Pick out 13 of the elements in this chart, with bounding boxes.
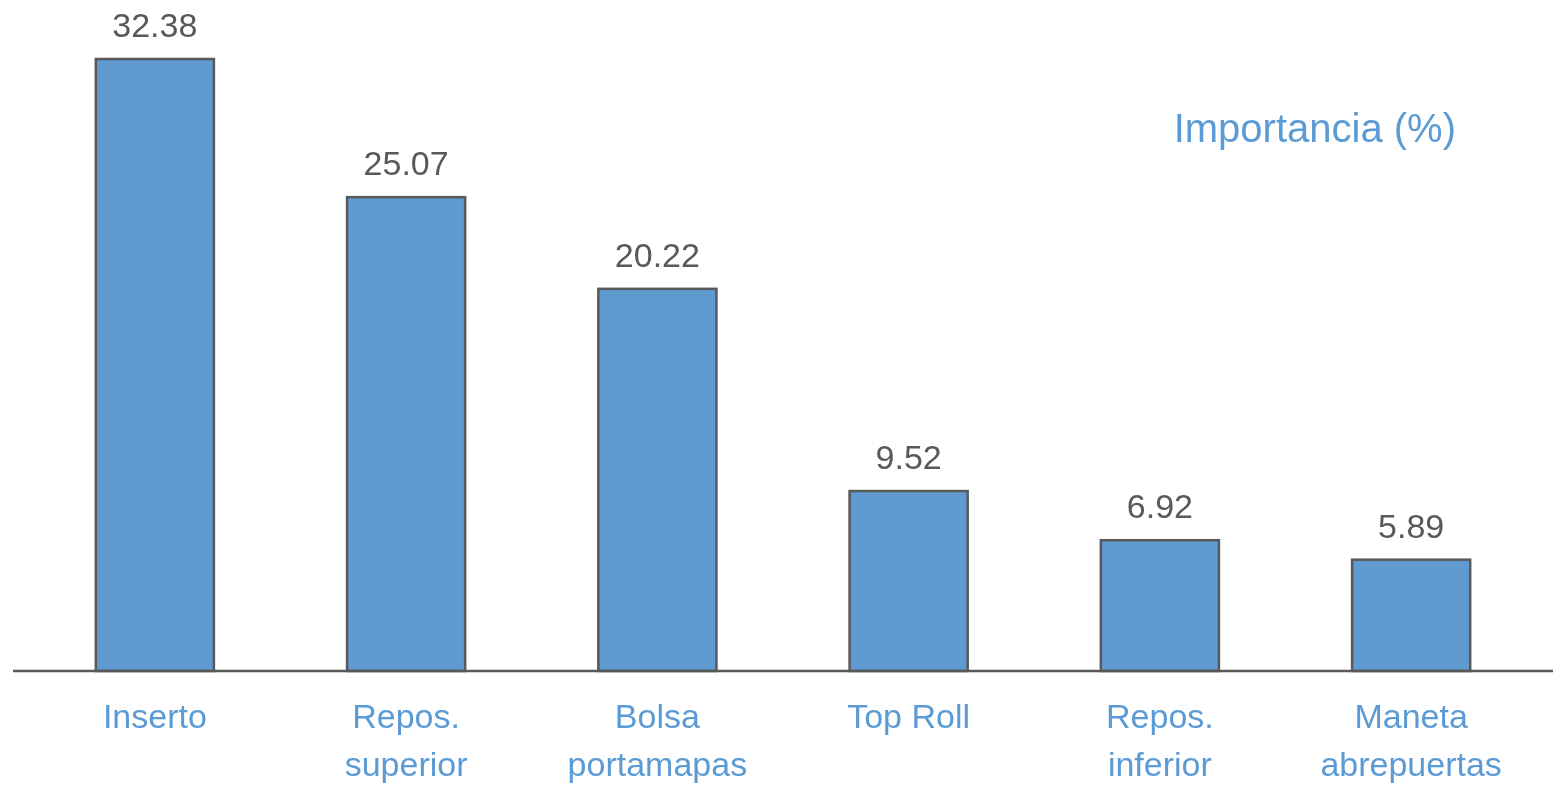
data-label: 32.38: [112, 6, 198, 44]
data-label: 25.07: [363, 144, 449, 183]
text: Importancia (%): [1173, 106, 1456, 150]
data-label: 9.52: [875, 438, 942, 477]
x-tick-label: Top Roll: [847, 697, 971, 735]
x-tick-label: Maneta abrepuertas: [1320, 697, 1502, 783]
data-label: 6.92: [1126, 487, 1193, 526]
x-tick-label: Repos. inferior: [1106, 697, 1214, 783]
x-tick-label: Inserto: [102, 697, 207, 735]
x-tick-label: Repos. superior: [344, 697, 468, 783]
x-tick-label: Bolsa portamapas: [567, 697, 748, 783]
data-label: 5.89: [1378, 506, 1445, 545]
data-label: 20.22: [614, 235, 700, 274]
